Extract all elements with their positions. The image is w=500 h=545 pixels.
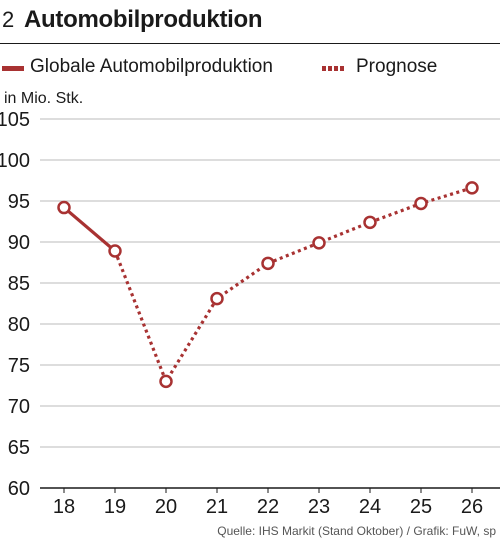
legend: Globale Automobilproduktion Prognose bbox=[0, 56, 500, 80]
data-point-25 bbox=[414, 196, 428, 211]
x-tick-label: 23 bbox=[308, 496, 330, 518]
data-point-18 bbox=[57, 200, 71, 215]
y-tick-label: 105 bbox=[0, 109, 30, 131]
x-tick-label: 21 bbox=[206, 496, 228, 518]
x-tick-label: 20 bbox=[155, 496, 177, 518]
forecast-line bbox=[113, 186, 473, 385]
x-tick-label: 19 bbox=[104, 496, 126, 518]
source-note: Quelle: IHS Markit (Stand Oktober) / Gra… bbox=[217, 524, 496, 538]
y-tick-label: 80 bbox=[8, 314, 30, 336]
data-point-24 bbox=[363, 215, 377, 230]
legend-forecast-label: Prognose bbox=[356, 56, 438, 77]
y-tick-label: 70 bbox=[8, 396, 30, 418]
actual-line bbox=[62, 206, 117, 253]
chart-header: 2 Automobilproduktion bbox=[0, 6, 500, 40]
x-tick-label: 26 bbox=[461, 496, 483, 518]
header-rule bbox=[0, 43, 500, 44]
legend-dotted-swatch bbox=[322, 66, 348, 71]
data-point-23 bbox=[312, 236, 326, 250]
x-tick-label: 22 bbox=[257, 496, 279, 518]
y-tick-label: 90 bbox=[8, 232, 30, 254]
data-point-26 bbox=[465, 181, 479, 195]
y-axis-unit-label: in Mio. Stk. bbox=[4, 90, 84, 107]
data-point-19 bbox=[108, 244, 122, 258]
data-point-20 bbox=[159, 374, 173, 389]
data-point-21 bbox=[210, 291, 224, 306]
x-tick-label: 25 bbox=[410, 496, 432, 518]
y-tick-label: 95 bbox=[8, 191, 30, 213]
x-tick-label: 24 bbox=[359, 496, 381, 518]
chart-title: Automobilproduktion bbox=[24, 6, 263, 33]
y-tick-label: 60 bbox=[8, 478, 30, 500]
y-tick-label: 75 bbox=[8, 355, 30, 377]
legend-solid-swatch bbox=[2, 66, 24, 71]
y-tick-label: 100 bbox=[0, 150, 30, 172]
y-tick-label: 65 bbox=[8, 437, 30, 459]
data-point-22 bbox=[261, 256, 275, 271]
chart-number: 2 bbox=[2, 7, 15, 32]
x-tick-label: 18 bbox=[53, 496, 75, 518]
y-tick-label: 85 bbox=[8, 273, 30, 295]
legend-actual-label: Globale Automobilproduktion bbox=[30, 56, 273, 77]
